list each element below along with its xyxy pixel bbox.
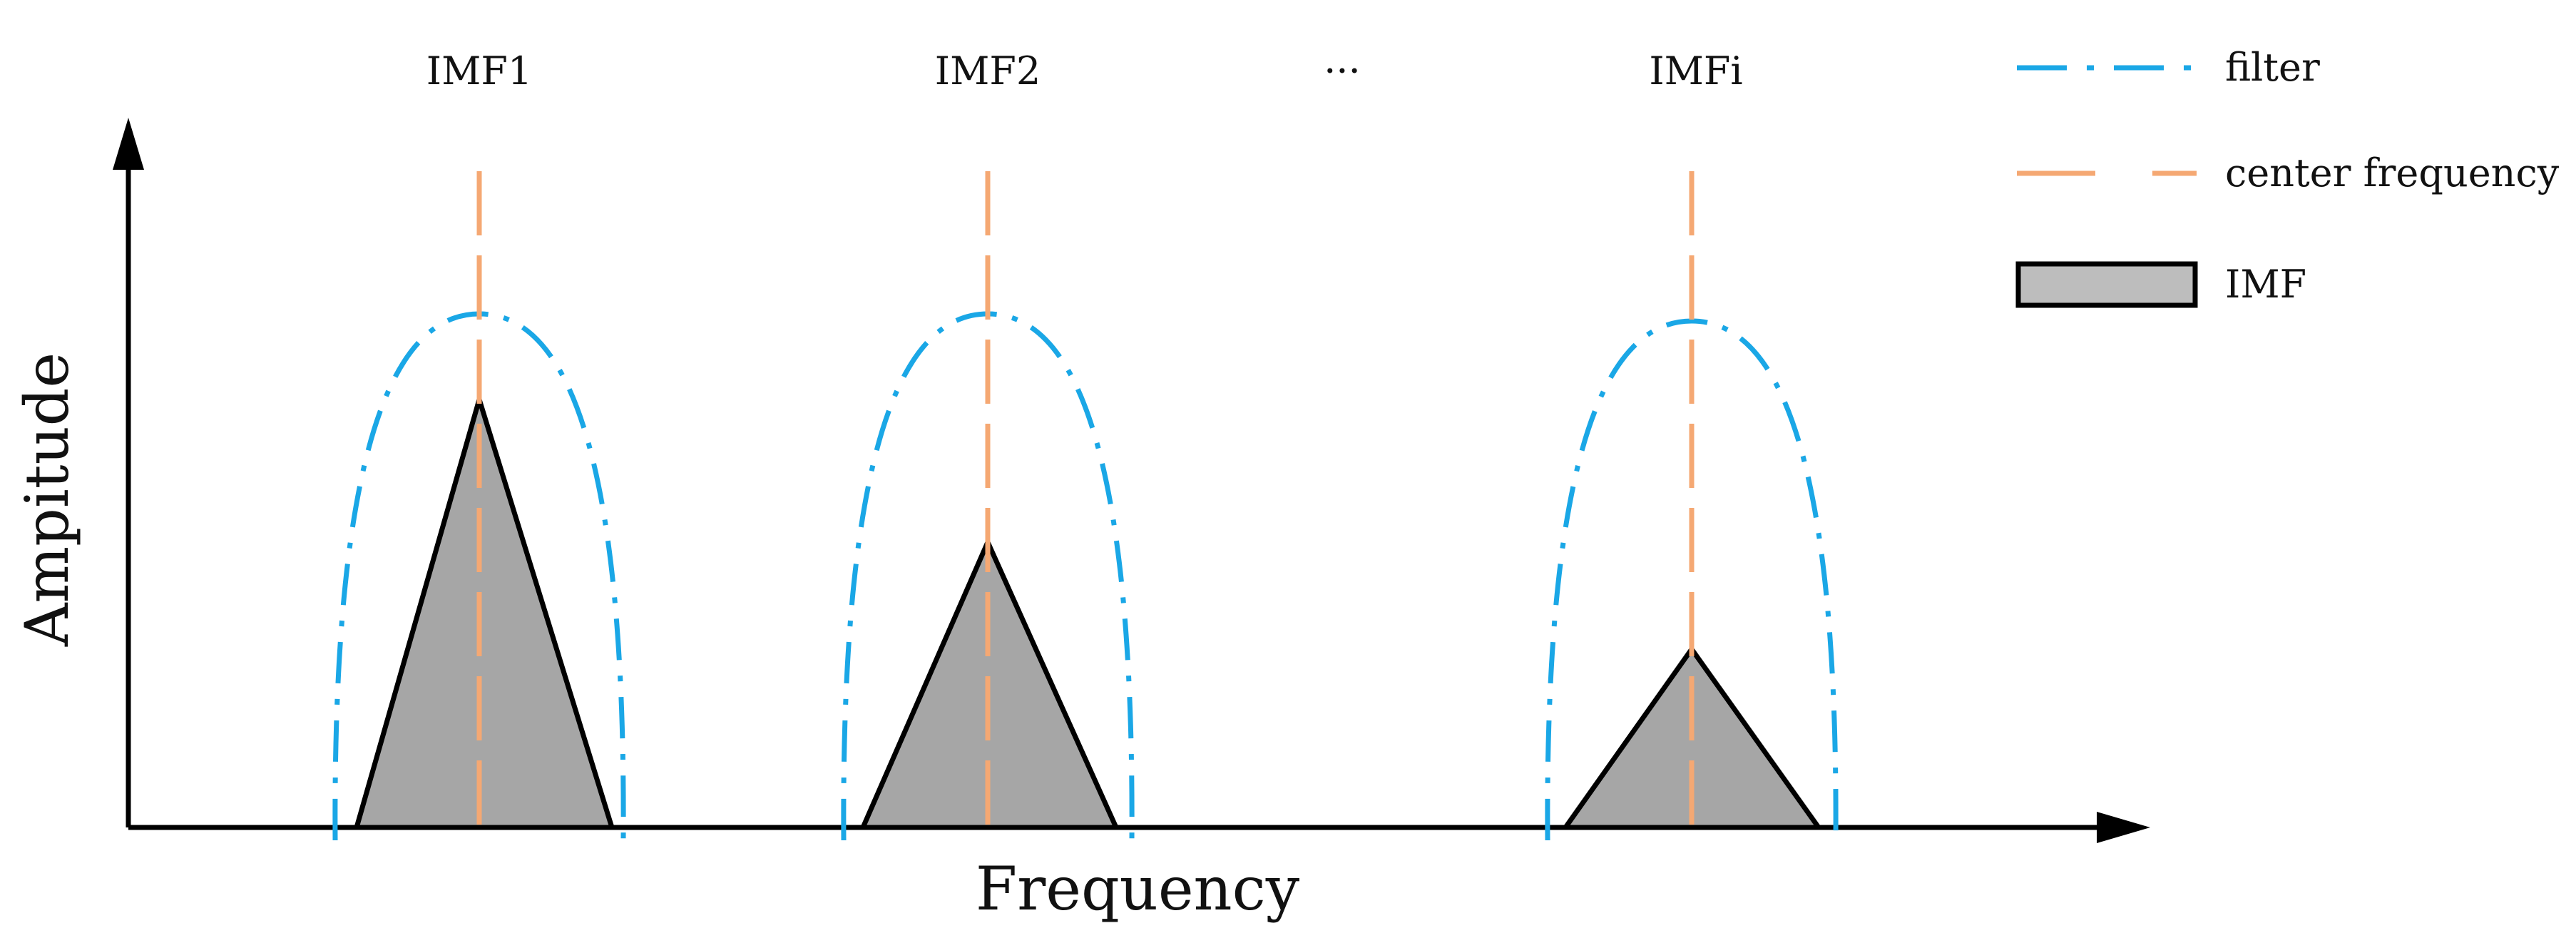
- x-axis-label: Frequency: [976, 854, 1300, 924]
- ellipsis: ···: [1324, 49, 1361, 93]
- imf-label: IMF1: [426, 49, 532, 93]
- x-axis-arrow-icon: [2097, 812, 2150, 843]
- imf-component-2: IMF2: [841, 49, 1135, 841]
- legend: filter center frequency IMF: [2015, 45, 2560, 308]
- imf-label: IMFi: [1649, 49, 1742, 93]
- legend-item-filter: filter: [2017, 45, 2320, 90]
- imf-component-1: IMF1: [332, 49, 626, 841]
- imf-label: IMF2: [935, 49, 1041, 93]
- legend-label: center frequency: [2225, 151, 2560, 195]
- filter-curve: [1545, 318, 1839, 841]
- y-axis-label: Ampitude: [12, 352, 82, 647]
- legend-label: IMF: [2225, 262, 2306, 307]
- y-axis-arrow-icon: [113, 118, 144, 170]
- gray-rectangle-icon: [2015, 261, 2198, 308]
- imf-triangle: [353, 390, 615, 830]
- legend-item-imf: IMF: [2015, 261, 2306, 308]
- imf-component-i: IMFi: [1545, 49, 1839, 841]
- legend-item-center-frequency: center frequency: [2017, 151, 2560, 195]
- legend-label: filter: [2225, 45, 2320, 90]
